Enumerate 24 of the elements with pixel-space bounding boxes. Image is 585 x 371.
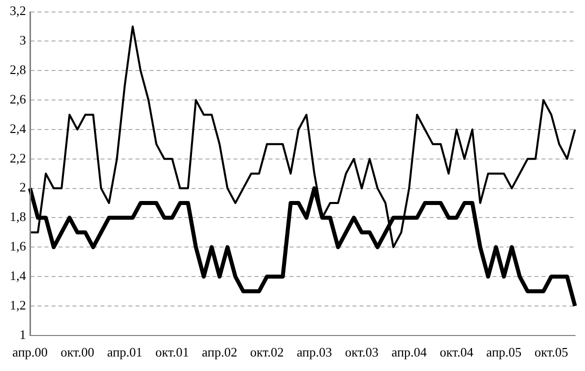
y-tick-label: 1,6 (10, 238, 26, 254)
y-tick-label: 2 (20, 180, 26, 195)
y-tick-label: 2,2 (10, 150, 26, 166)
y-tick-label: 3,2 (10, 3, 26, 18)
y-tick-label: 1 (20, 326, 26, 342)
y-tick-label: 2,4 (10, 120, 26, 136)
x-tick-label: окт.00 (60, 344, 94, 360)
y-tick-label: 1,4 (10, 268, 26, 283)
x-tick-label: апр.02 (202, 344, 238, 360)
x-tick-label: окт.03 (344, 344, 379, 360)
x-tick-label: окт.04 (440, 344, 474, 360)
x-tick-label: апр.00 (12, 344, 48, 360)
y-tick-label: 3 (20, 32, 26, 48)
x-tick-label: апр.04 (391, 344, 428, 360)
y-tick-label: 1,2 (10, 297, 26, 312)
y-tick-label: 1,8 (10, 209, 26, 224)
x-tick-label: апр.03 (296, 344, 332, 360)
x-tick-label: апр.01 (107, 344, 142, 360)
x-tick-label: апр.05 (486, 344, 522, 360)
x-tick-label: окт.01 (155, 344, 189, 360)
x-tick-label: окт.02 (250, 344, 284, 360)
y-tick-label: 2,6 (10, 91, 26, 106)
y-tick-label: 2,8 (10, 62, 26, 78)
x-tick-label: окт.05 (534, 344, 568, 360)
